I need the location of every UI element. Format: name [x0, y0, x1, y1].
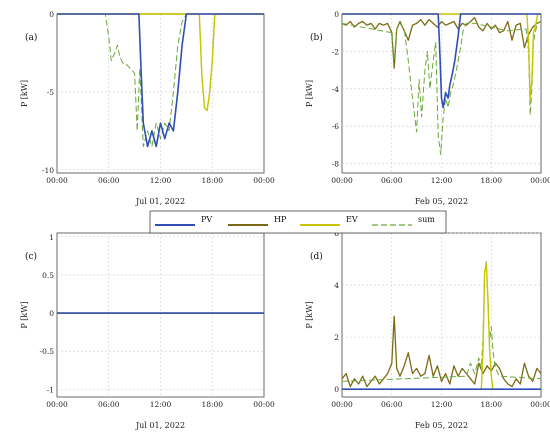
x-tick-label: 00:00 [253, 400, 275, 409]
legend-label-hp: HP [274, 215, 287, 224]
y-tick-label: -0.5 [40, 347, 55, 356]
y-tick-label: 2 [334, 333, 339, 342]
x-tick-label: 00:00 [331, 176, 353, 185]
legend-label-pv: PV [201, 215, 212, 224]
y-tick-label: -4 [332, 85, 340, 94]
plot-frame [56, 13, 265, 174]
panel-letter: (c) [25, 251, 37, 262]
x-tick-label: 12:00 [431, 176, 453, 185]
y-tick-label: 4 [334, 281, 339, 290]
legend-box [149, 210, 447, 234]
series-hp-line [341, 315, 542, 388]
y-tick-label: 0 [334, 10, 339, 19]
y-axis-label: P [kW] [20, 80, 29, 107]
y-tick-label: -2 [332, 47, 340, 56]
x-tick-label: 06:00 [381, 400, 403, 409]
y-axis-label: P [kW] [305, 80, 314, 107]
y-tick-label: 0 [334, 385, 339, 394]
y-tick-label: -10 [42, 166, 54, 175]
y-tick-label: -6 [332, 122, 340, 131]
x-axis-label: Feb 05, 2022 [415, 197, 468, 206]
series-ev-line [342, 13, 541, 101]
y-tick-label: 0 [49, 10, 54, 19]
series-ev-line [57, 13, 264, 112]
y-tick-label: 0.5 [42, 271, 54, 280]
panel-letter: (a) [25, 32, 37, 43]
x-tick-label: 00:00 [331, 400, 353, 409]
panel-1: 00:00 06:00 12:00 18:00 00:00 0 -2 -4 -6 -8 P [kW]… [305, 10, 550, 206]
x-axis-label: Feb 05, 2022 [415, 421, 468, 430]
panel-2: 00:00 06:00 12:00 18:00 00:00 1 0.5 0 -0.5 -1 P [k… [20, 232, 275, 430]
y-axis-label: P [kW] [305, 301, 314, 328]
x-tick-label: 06:00 [98, 176, 120, 185]
x-tick-label: 18:00 [201, 176, 223, 185]
y-tick-label: 6 [334, 229, 339, 238]
x-tick-label: 00:00 [46, 400, 68, 409]
x-tick-label: 00:00 [530, 176, 550, 185]
x-tick-label: 12:00 [150, 400, 172, 409]
x-tick-label: 06:00 [98, 400, 120, 409]
panel-0: 00:00 06:00 12:00 18:00 00:00 0 -5 -10 P [kW] Jul… [20, 10, 275, 206]
y-tick-label: -8 [332, 160, 340, 169]
x-tick-label: 18:00 [480, 176, 502, 185]
x-axis-label: Jul 01, 2022 [135, 197, 185, 206]
x-tick-label: 00:00 [46, 176, 68, 185]
x-tick-label: 00:00 [253, 176, 275, 185]
y-axis-label: P [kW] [20, 301, 29, 328]
x-tick-label: 18:00 [480, 400, 502, 409]
panel-letter: (d) [310, 251, 323, 262]
series-ev-line [342, 263, 541, 390]
x-tick-label: 06:00 [381, 176, 403, 185]
panel-letter: (b) [310, 32, 323, 43]
y-tick-label: 0 [49, 309, 54, 318]
panel-3: 00:00 06:00 12:00 18:00 00:00 6 4 2 0 P [kW] Feb 0… [305, 229, 550, 430]
x-tick-label: 12:00 [431, 400, 453, 409]
legend-label-sum: sum [418, 215, 435, 224]
x-tick-label: 18:00 [201, 400, 223, 409]
x-tick-label: 00:00 [530, 400, 550, 409]
legend: PV HP EV sum [149, 210, 447, 234]
y-tick-label: 1 [49, 233, 54, 242]
y-tick-label: -1 [47, 385, 54, 394]
series-pv-line [57, 13, 264, 148]
x-tick-label: 12:00 [150, 176, 172, 185]
legend-label-ev: EV [346, 215, 358, 224]
series-pv-line [342, 13, 541, 109]
series-hp-line [341, 17, 542, 69]
x-axis-label: Jul 01, 2022 [135, 421, 185, 430]
y-tick-label: -5 [47, 88, 55, 97]
